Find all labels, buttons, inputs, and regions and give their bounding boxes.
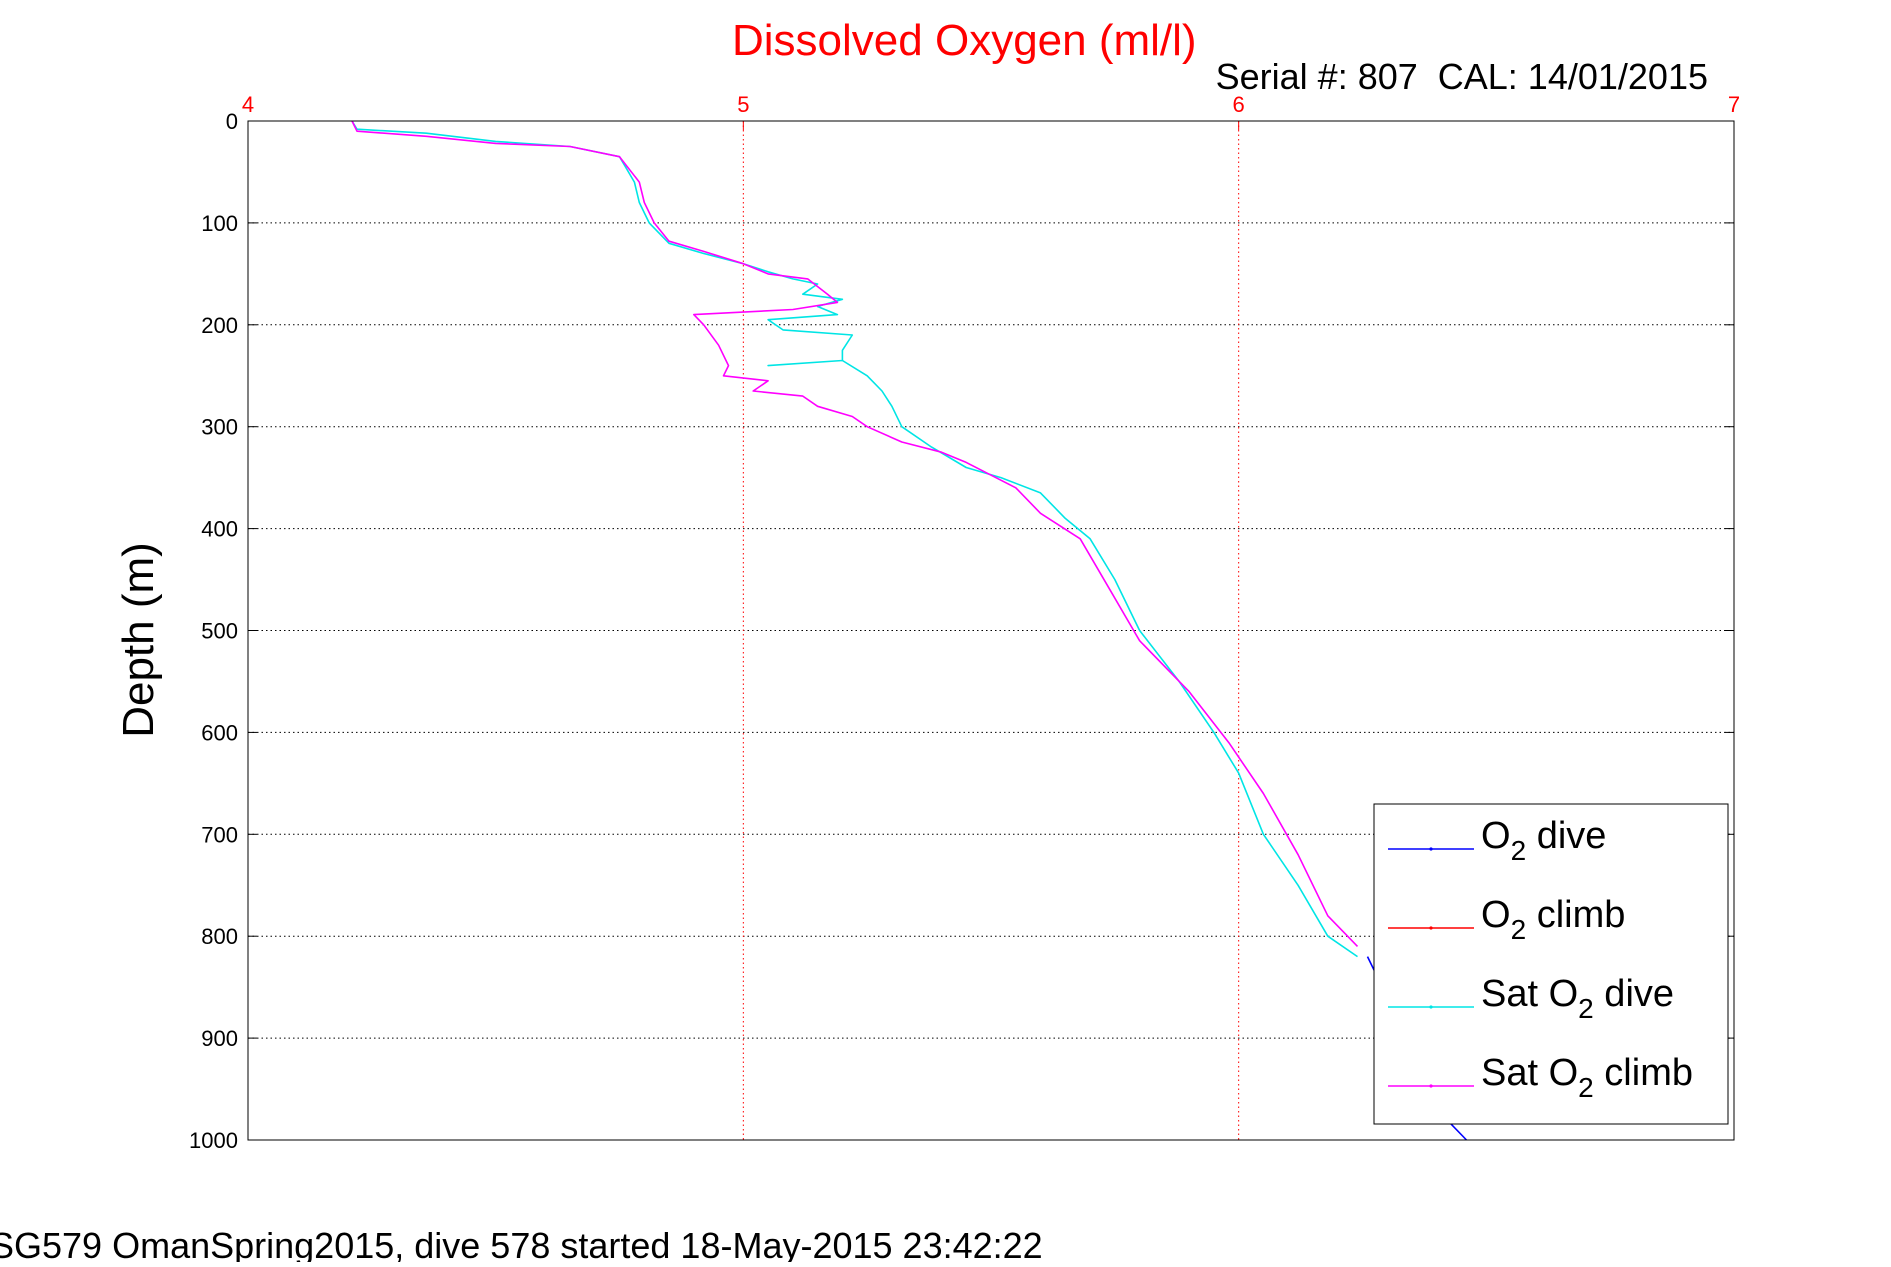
x-tick-label: 5	[737, 92, 749, 117]
legend-label: Sat O2 climb	[1481, 1052, 1693, 1103]
legend-label: Sat O2 dive	[1481, 973, 1674, 1024]
y-tick-label: 400	[201, 517, 238, 542]
legend-entry: Sat O2 climb	[1388, 1052, 1693, 1103]
legend-label: O2 dive	[1481, 815, 1606, 866]
y-tick-label: 800	[201, 924, 238, 949]
x-tick-labels: 4 5 6 7	[242, 92, 1740, 117]
footer-caption: SG579 OmanSpring2015, dive 578 started 1…	[0, 1225, 1043, 1262]
x-tick-label: 7	[1728, 92, 1740, 117]
y-tick-label: 0	[226, 109, 238, 134]
y-tick-label: 900	[201, 1026, 238, 1051]
y-tick-label: 1000	[189, 1128, 238, 1153]
legend-marker	[1429, 1005, 1433, 1009]
y-tick-label: 100	[201, 211, 238, 236]
legend-entry: O2 dive	[1388, 815, 1606, 866]
y-tick-label: 200	[201, 313, 238, 338]
y-tick-label: 600	[201, 720, 238, 745]
legend-marker	[1429, 926, 1433, 930]
plot-frame	[247, 120, 1735, 1141]
legend-box	[1373, 803, 1729, 1125]
y-tick-labels: 0 100 200 300 400 500 600 700 800 900 1000	[189, 109, 238, 1153]
chart-subtitle: Serial #: 807 CAL: 14/01/2015	[1216, 56, 1708, 97]
chart-title: Dissolved Oxygen (ml/l)	[732, 16, 1197, 65]
series-line	[351, 120, 1358, 958]
grid	[247, 120, 1735, 1141]
legend-entry: Sat O2 dive	[1388, 973, 1674, 1024]
legend-marker	[1429, 1084, 1433, 1088]
x-tick-label: 4	[242, 92, 254, 117]
legend-marker	[1429, 847, 1433, 851]
legend-label: O2 climb	[1481, 894, 1625, 945]
y-tick-label: 300	[201, 415, 238, 440]
y-tick-label: 500	[201, 619, 238, 644]
y-axis-label: Depth (m)	[114, 542, 163, 738]
legend-entry: O2 climb	[1388, 894, 1625, 945]
legend: O2 dive O2 climb Sat O2 dive Sat O2 climb	[1373, 803, 1729, 1125]
x-tick-label: 6	[1233, 92, 1245, 117]
y-tick-label: 700	[201, 822, 238, 847]
series-line	[351, 120, 1359, 947]
